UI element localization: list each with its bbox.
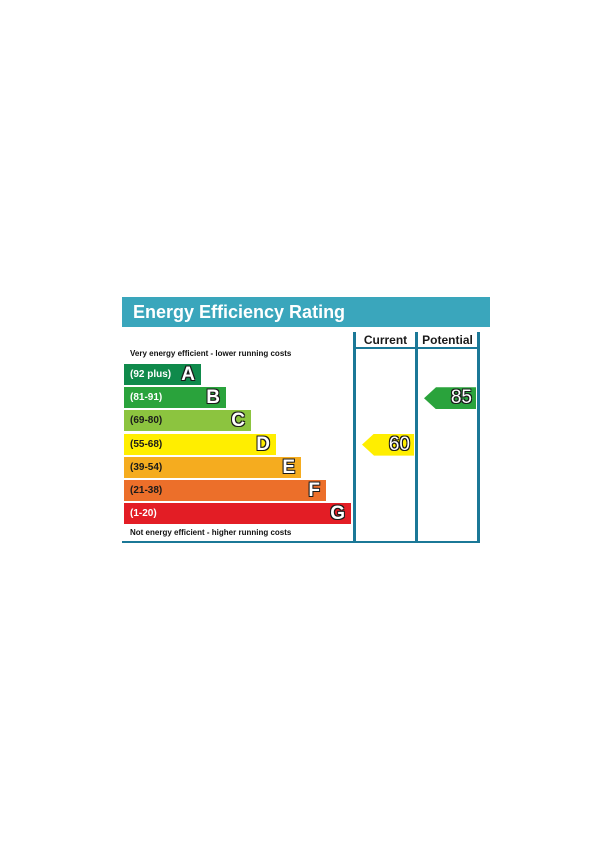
band-c-range: (69-80) [130,415,163,427]
band-b-letter: B [206,387,220,409]
column-header-divider [353,347,480,349]
chart-header-bar: Energy Efficiency Rating [122,297,490,327]
current-rating-value: 60 [388,433,410,455]
chart-title: Energy Efficiency Rating [133,302,346,322]
top-caption: Very energy efficient - lower running co… [130,349,292,358]
band-g-range: (1-20) [130,508,157,520]
band-b-range: (81-91) [130,392,163,404]
band-d-letter: D [256,433,270,455]
band-f: (21-38) F [124,480,326,501]
band-g: (1-20) G [124,503,351,525]
energy-efficiency-chart: Energy Efficiency Rating Current Potenti… [122,297,490,545]
band-e-letter: E [282,456,295,478]
current-rating-arrow: 60 [362,433,414,456]
band-c-letter: C [231,410,245,432]
band-c: (69-80) C [124,410,251,432]
band-a-range: (92 plus) [130,369,172,380]
band-d: (55-68) D [124,433,276,455]
band-e-range: (39-54) [130,461,163,473]
band-e: (39-54) E [124,456,301,478]
potential-column-right-border [477,332,480,543]
current-column-left-border [353,332,356,543]
potential-rating-value: 85 [450,387,472,409]
band-g-letter: G [330,503,345,525]
band-f-letter: F [308,480,320,501]
bottom-caption: Not energy efficient - higher running co… [130,528,292,537]
potential-column-header: Potential [422,333,473,347]
potential-column-left-border [415,332,418,543]
chart-bottom-border [122,541,480,543]
band-a: (92 plus) A [124,364,201,385]
band-f-range: (21-38) [130,485,163,496]
current-column-header: Current [363,333,408,347]
band-b: (81-91) B [124,387,226,409]
band-d-range: (55-68) [130,438,163,450]
potential-rating-arrow: 85 [424,387,476,410]
band-a-letter: A [181,364,195,385]
